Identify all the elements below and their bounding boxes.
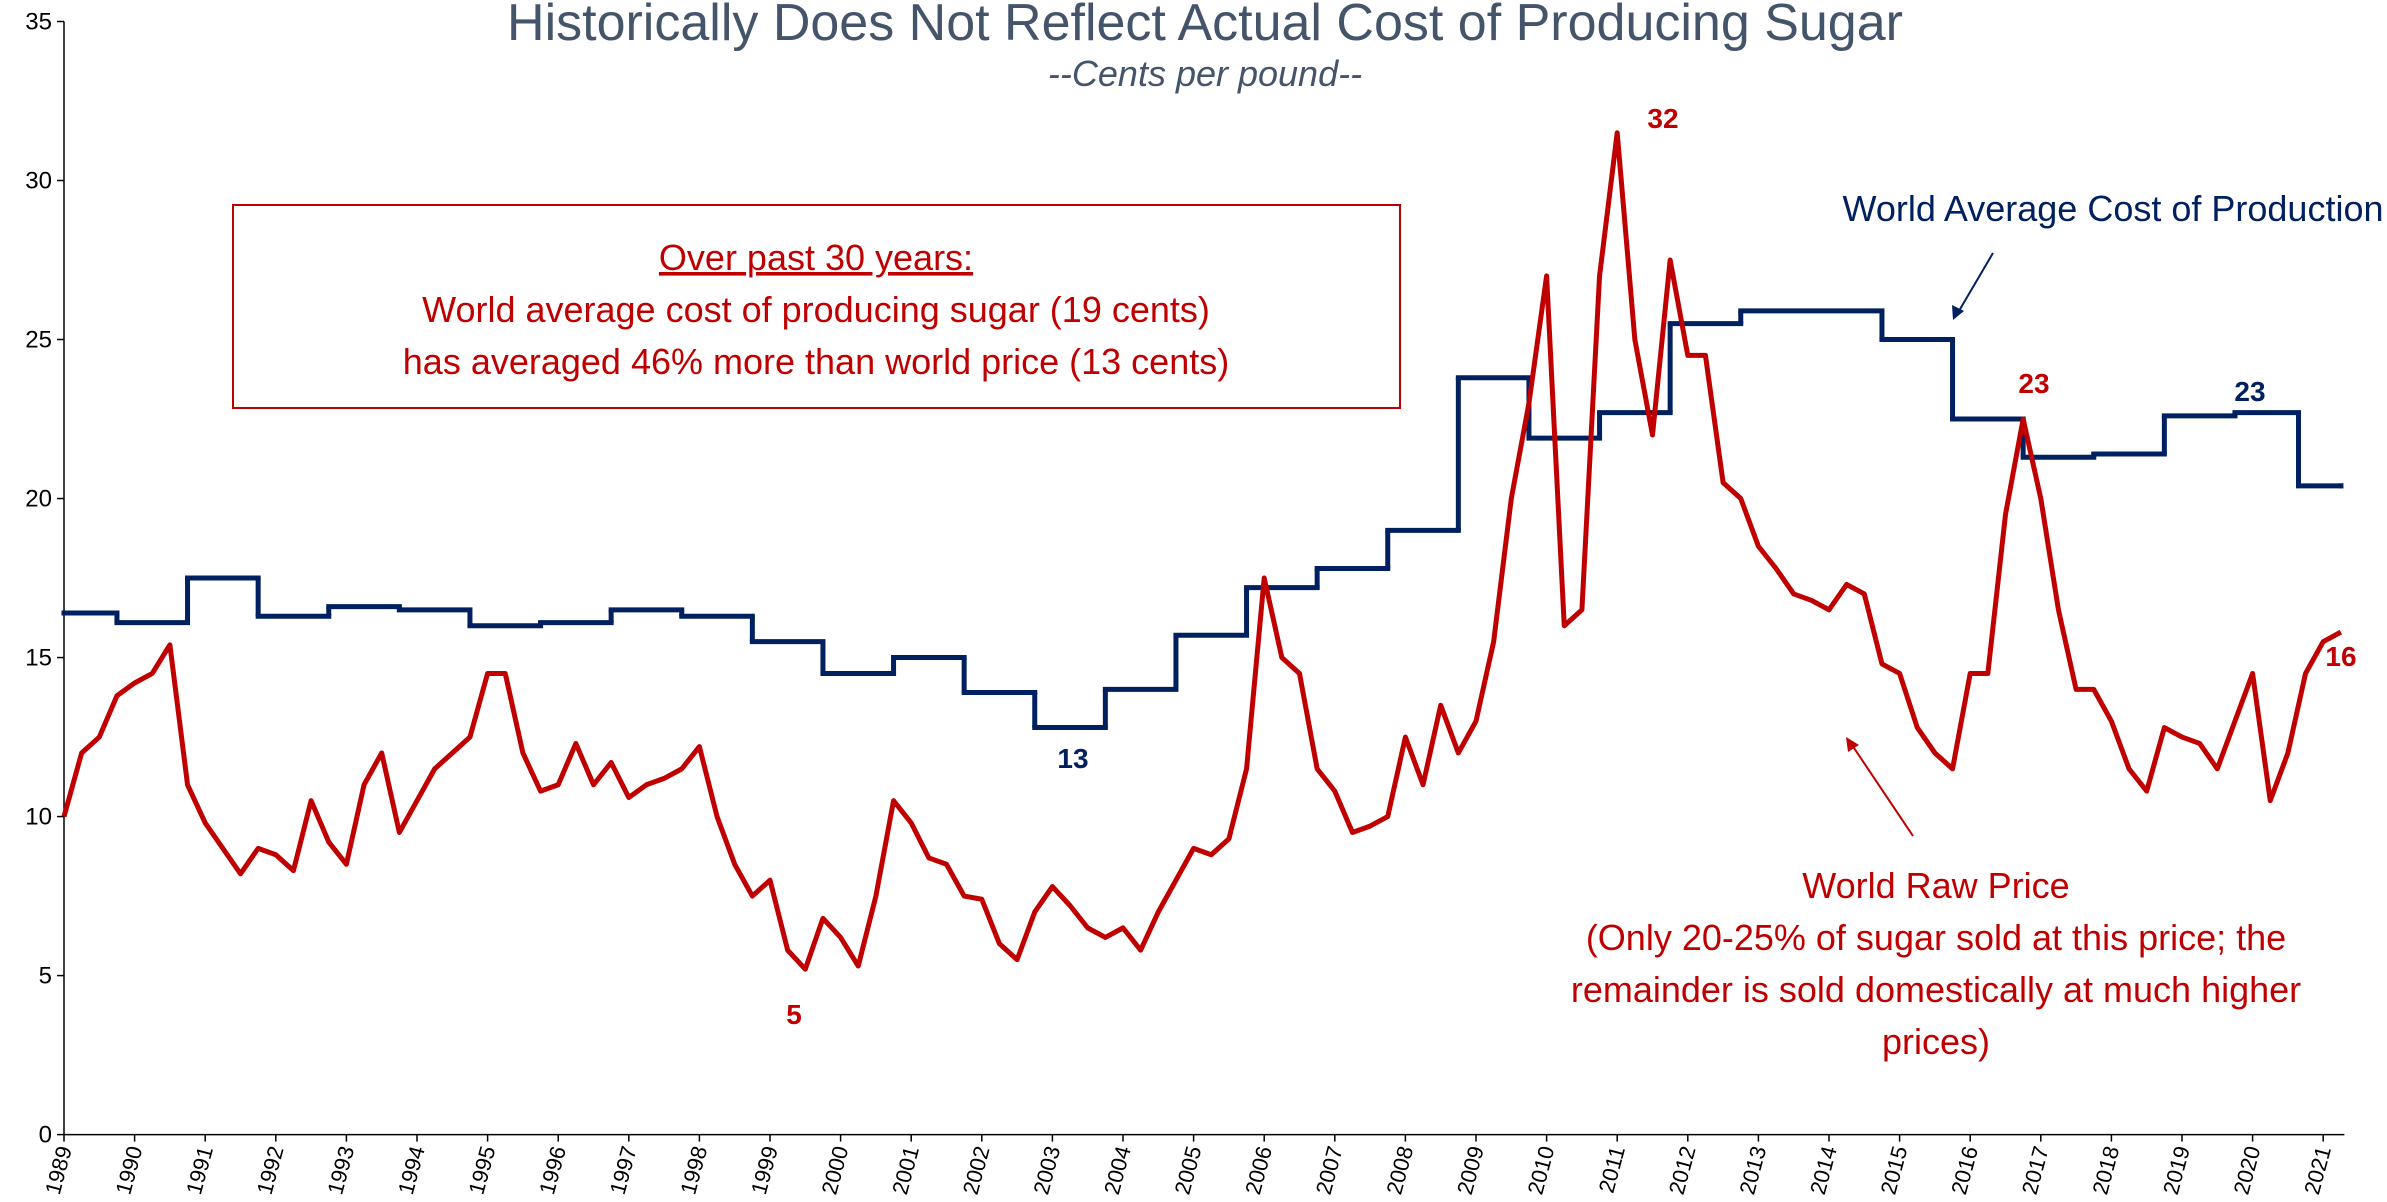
y-tick-label: 5: [39, 963, 52, 990]
y-tick-label: 15: [25, 645, 52, 672]
x-tick-label: 2011: [1594, 1143, 1630, 1195]
x-tick-label: 1997: [605, 1143, 642, 1197]
y-tick-label: 0: [39, 1122, 52, 1149]
x-tick-label: 2018: [2087, 1143, 2124, 1197]
chart-title: Historically Does Not Reflect Actual Cos…: [507, 0, 1903, 52]
x-tick-label: 2016: [1946, 1143, 1983, 1197]
annotation: 5: [786, 999, 802, 1030]
annotation: 16: [2325, 641, 2356, 672]
x-tick-label: 2007: [1311, 1143, 1348, 1197]
x-tick-label: 2009: [1452, 1143, 1489, 1197]
annotation: 23: [2018, 368, 2049, 399]
x-tick-label: 2000: [817, 1143, 854, 1197]
arrow: [1955, 252, 1994, 317]
chart-subtitle: --Cents per pound--: [1048, 53, 1362, 94]
x-tick-label: 1991: [181, 1143, 218, 1197]
x-tick-label: 2003: [1028, 1143, 1065, 1197]
y-tick-label: 30: [25, 168, 52, 195]
box-line: has averaged 46% more than world price (…: [403, 341, 1229, 382]
arrow-head: [1846, 737, 1859, 752]
price-line: [61, 130, 2343, 972]
note-line: remainder is sold domestically at much h…: [1571, 969, 2301, 1010]
arrow-head: [1952, 305, 1964, 320]
x-tick-label: 1990: [111, 1143, 148, 1197]
x-tick-label: 2015: [1876, 1143, 1913, 1197]
x-tick-label: 2017: [2017, 1143, 2054, 1197]
annotation: 23: [2234, 376, 2265, 407]
x-tick-label: 2021: [2299, 1143, 2336, 1197]
x-tick-label: 2012: [1664, 1143, 1701, 1197]
x-tick-label: 2020: [2229, 1143, 2266, 1197]
x-tick-label: 1993: [322, 1143, 359, 1197]
x-tick-label: 2008: [1381, 1143, 1418, 1197]
series-label: World Average Cost of Production: [1843, 188, 2384, 229]
x-tick-label: 2010: [1523, 1143, 1560, 1197]
x-tick-label: 2002: [958, 1143, 995, 1197]
x-tick-label: 2013: [1734, 1143, 1771, 1197]
x-tick-label: 1989: [40, 1143, 77, 1197]
x-tick-label: 2019: [2158, 1143, 2195, 1197]
y-tick-label: 35: [25, 9, 52, 36]
note-line: prices): [1882, 1021, 1990, 1062]
x-tick-label: 1994: [393, 1143, 430, 1197]
annotation: 32: [1647, 103, 1678, 134]
y-tick-label: 10: [25, 804, 52, 831]
arrow: [1849, 741, 1914, 837]
box-line: Over past 30 years:: [659, 237, 973, 278]
note-box: [232, 204, 1401, 409]
y-tick-label: 25: [25, 327, 52, 354]
x-tick-label: 2005: [1170, 1143, 1207, 1197]
x-tick-label: 2004: [1099, 1143, 1136, 1197]
x-tick-label: 1999: [746, 1143, 783, 1197]
note-line: (Only 20-25% of sugar sold at this price…: [1586, 917, 2286, 958]
x-tick-label: 1996: [534, 1143, 571, 1197]
x-tick-label: 2014: [1805, 1143, 1842, 1197]
x-tick-label: 1995: [464, 1143, 501, 1197]
box-line: World average cost of producing sugar (1…: [422, 289, 1210, 330]
annotation: 13: [1057, 743, 1088, 774]
x-tick-label: 1992: [252, 1143, 289, 1197]
x-tick-label: 2006: [1240, 1143, 1277, 1197]
series-label: World Raw Price: [1802, 865, 2069, 906]
y-tick-label: 20: [25, 486, 52, 513]
x-tick-label: 1998: [675, 1143, 712, 1197]
x-tick-label: 2001: [887, 1143, 924, 1197]
